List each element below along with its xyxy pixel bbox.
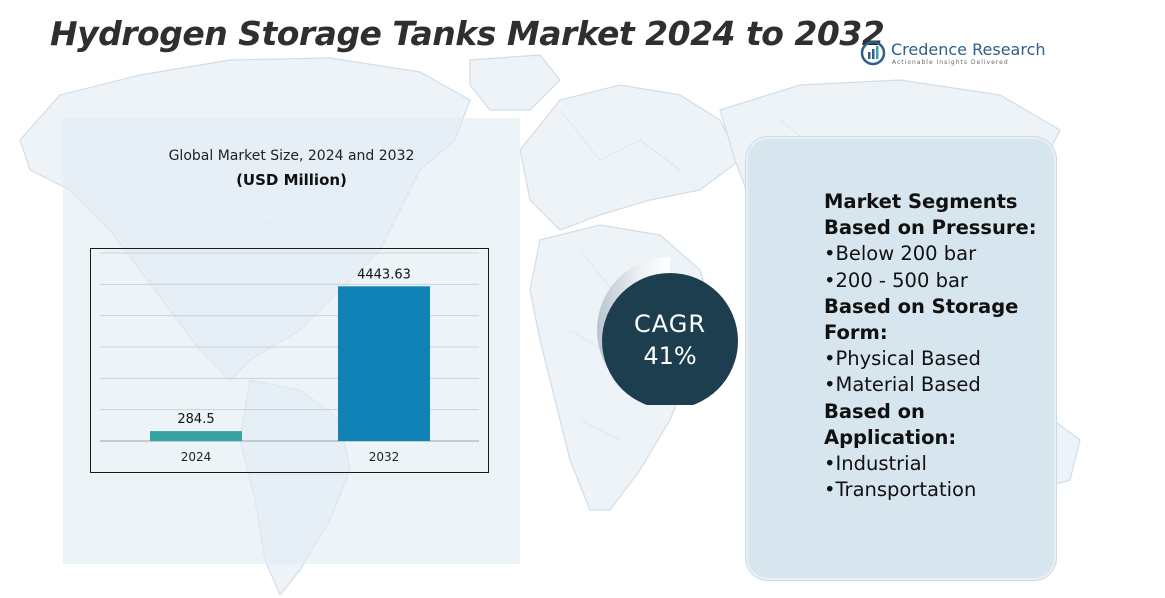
bar-2024 [150, 431, 242, 441]
chart-caption: Global Market Size, 2024 and 2032 [168, 148, 415, 164]
cagr-disc [602, 273, 738, 405]
category-label: 2032 [369, 450, 400, 464]
segments-list: Market Segments Based on Pressure: •Below … [824, 189, 1049, 503]
brand-name: Credence Research [891, 40, 1046, 59]
segment-heading: Based on [824, 399, 925, 423]
segment-heading: Application: [824, 425, 957, 449]
cagr-badge [596, 257, 738, 405]
cagr-label: CAGR [633, 310, 707, 338]
segment-item: •Material Based [824, 373, 981, 397]
segment-heading: Based on Pressure: [824, 216, 1037, 240]
bar-2032 [338, 286, 430, 441]
bar-chart-circle-icon [860, 40, 886, 66]
segments-panel [746, 137, 1056, 580]
segment-heading: Market Segments [824, 190, 1018, 213]
segment-item: •Transportation [824, 478, 977, 502]
chart-panel [63, 118, 520, 564]
cagr-value: 41% [643, 342, 697, 370]
segment-item: •Below 200 bar [824, 242, 977, 266]
chart-units: (USD Million) [236, 171, 347, 189]
page-title: Hydrogen Storage Tanks Market 2024 to 20… [50, 14, 885, 53]
segment-item: •Physical Based [824, 347, 981, 371]
brand-logo: Credence Research Actionable Insights De… [860, 40, 1046, 70]
bar-value-label: 4443.63 [357, 267, 411, 282]
plot-frame [90, 248, 489, 473]
bar-chart: 284.5 2024 4443.63 2032 [100, 252, 479, 464]
segment-item: •200 - 500 bar [824, 268, 968, 292]
brand-tagline: Actionable Insights Delivered [892, 59, 1009, 66]
category-label: 2024 [181, 450, 212, 464]
segment-item: •Industrial [824, 452, 927, 476]
segment-heading: Based on Storage [824, 294, 1019, 318]
segment-heading: Form: [824, 321, 888, 345]
bar-value-label: 284.5 [177, 412, 214, 427]
